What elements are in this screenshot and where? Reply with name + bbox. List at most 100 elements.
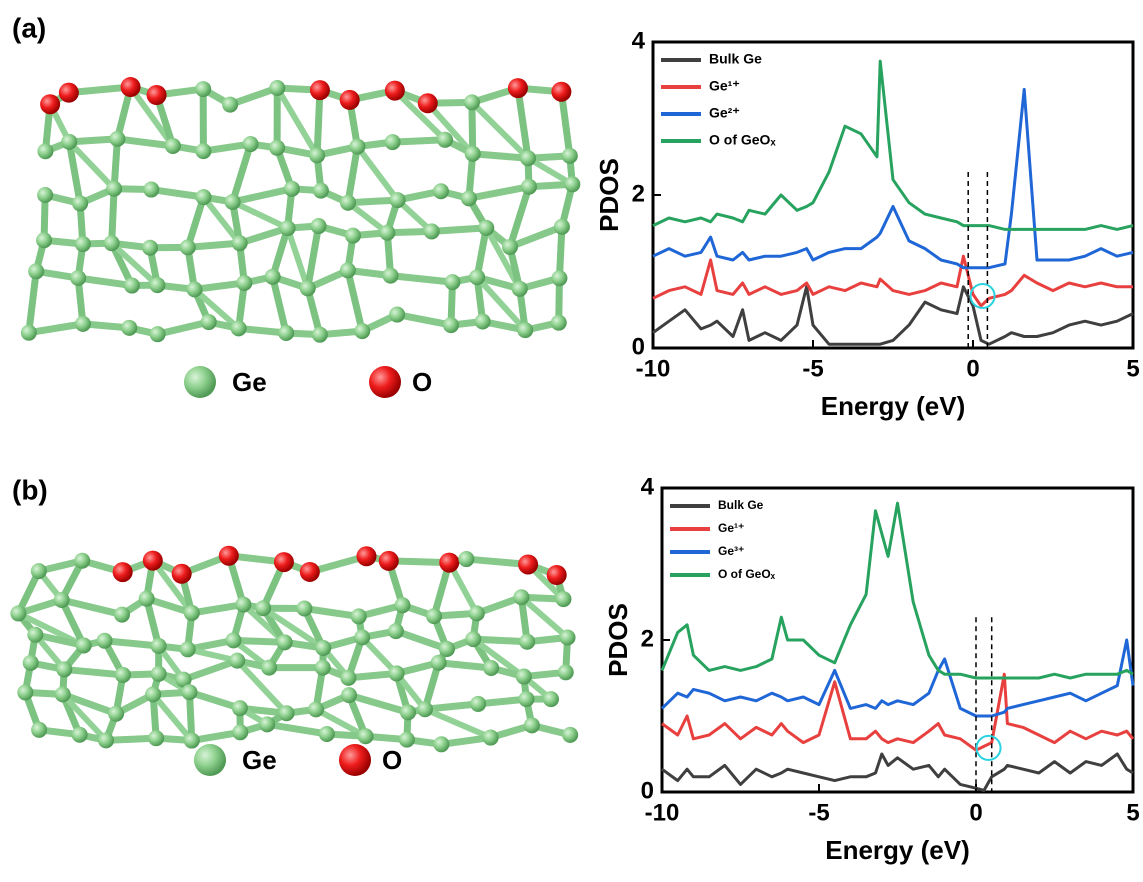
figure: (a) (b) Ge O Ge O -10-505024Energy (eV)P… [0, 0, 1143, 882]
ge-atom [443, 317, 459, 333]
x-axis-title: Energy (eV) [825, 835, 970, 865]
ge-atom [340, 670, 356, 686]
legend-label: O [412, 367, 432, 397]
legend-ball [369, 366, 401, 398]
ge-atom [108, 706, 124, 722]
ge-atom [469, 605, 485, 621]
bond [432, 228, 487, 232]
bond [425, 704, 478, 709]
ge-atom [426, 608, 442, 624]
oxygen-atom [340, 90, 360, 110]
ge-atom [311, 218, 327, 234]
ge-atom [139, 591, 155, 607]
ge-atom [465, 146, 481, 162]
ge-atom [351, 608, 367, 624]
ge-atom [196, 189, 212, 205]
ge-atom [222, 97, 238, 113]
ge-atom [151, 638, 167, 654]
ge-atom [97, 633, 113, 649]
ge-atom [261, 660, 277, 676]
ge-atom [520, 150, 536, 166]
x-tick-label: -5 [802, 355, 823, 382]
ge-atom [180, 239, 196, 255]
ge-atom [439, 641, 455, 657]
ge-atom [379, 225, 395, 241]
x-tick-label: 0 [969, 799, 982, 826]
ge-atom [148, 730, 164, 746]
y-tick-label: 4 [632, 27, 646, 54]
ge-atom [433, 736, 449, 752]
bond [348, 147, 357, 203]
oxygen-atom [310, 80, 330, 100]
ge-atom [464, 94, 480, 110]
y-axis-title: PDOS [594, 158, 624, 232]
series-line [662, 674, 1133, 750]
ge-atom [75, 236, 91, 252]
ge-atom [149, 277, 165, 293]
ge-atom [512, 281, 528, 297]
ge-atom [551, 270, 567, 286]
legend-label: Ge¹⁺ [709, 78, 740, 94]
legend-label: O [382, 745, 402, 775]
ge-atom [444, 274, 460, 290]
y-tick-label: 4 [641, 473, 655, 500]
bond [391, 276, 453, 283]
ge-atom [417, 701, 433, 717]
ge-atom [72, 727, 88, 743]
ge-atom [259, 716, 275, 732]
ge-atom [165, 138, 181, 154]
ge-atom [225, 632, 241, 648]
bond [105, 641, 159, 646]
ge-atom [106, 181, 122, 197]
ge-atom [483, 730, 499, 746]
ge-atom [564, 176, 580, 192]
ge-atom [341, 687, 357, 703]
legend-label: Ge¹⁺ [718, 521, 744, 535]
ge-atom [277, 634, 293, 650]
ge-atom [229, 653, 245, 669]
ge-atom [225, 194, 241, 210]
ge-atom [483, 660, 499, 676]
bond [473, 154, 528, 158]
legend-ball [184, 366, 216, 398]
ge-atom [555, 591, 571, 607]
bond [425, 709, 491, 737]
ge-atom [235, 597, 251, 613]
ge-atom [400, 704, 416, 720]
oxygen-atom [147, 85, 167, 105]
ge-atom [195, 81, 211, 97]
bond [29, 324, 83, 333]
series-line [653, 287, 1133, 344]
ge-atom [315, 660, 331, 676]
legend-label: Ge [232, 367, 267, 397]
ge-atom [516, 669, 532, 685]
ge-atom [269, 140, 285, 156]
ge-atom [478, 220, 494, 236]
ge-atom [184, 605, 200, 621]
oxygen-atom [219, 546, 239, 566]
ge-atom [98, 732, 114, 748]
ge-atom [475, 314, 491, 330]
ge-atom [433, 183, 449, 199]
oxygen-atom [113, 562, 133, 582]
ge-atom [232, 700, 248, 716]
ge-atom [319, 726, 335, 742]
ge-atom [465, 631, 481, 647]
ge-atom [345, 228, 361, 244]
ge-atom [309, 147, 325, 163]
ge-atom [521, 179, 537, 195]
bond [184, 661, 238, 680]
ge-atom [517, 322, 533, 338]
ge-atom [383, 268, 399, 284]
ge-atom [558, 664, 574, 680]
ge-atom [181, 684, 197, 700]
ge-atom [265, 269, 281, 285]
x-axis-title: Energy (eV) [821, 391, 966, 421]
bond [357, 147, 397, 201]
ge-atom [385, 134, 401, 150]
ge-atom [312, 327, 328, 343]
ge-atom [74, 553, 90, 569]
oxygen-atom [385, 81, 405, 101]
legend-label: O of GeOₓ [718, 567, 776, 581]
ge-atom [255, 600, 271, 616]
